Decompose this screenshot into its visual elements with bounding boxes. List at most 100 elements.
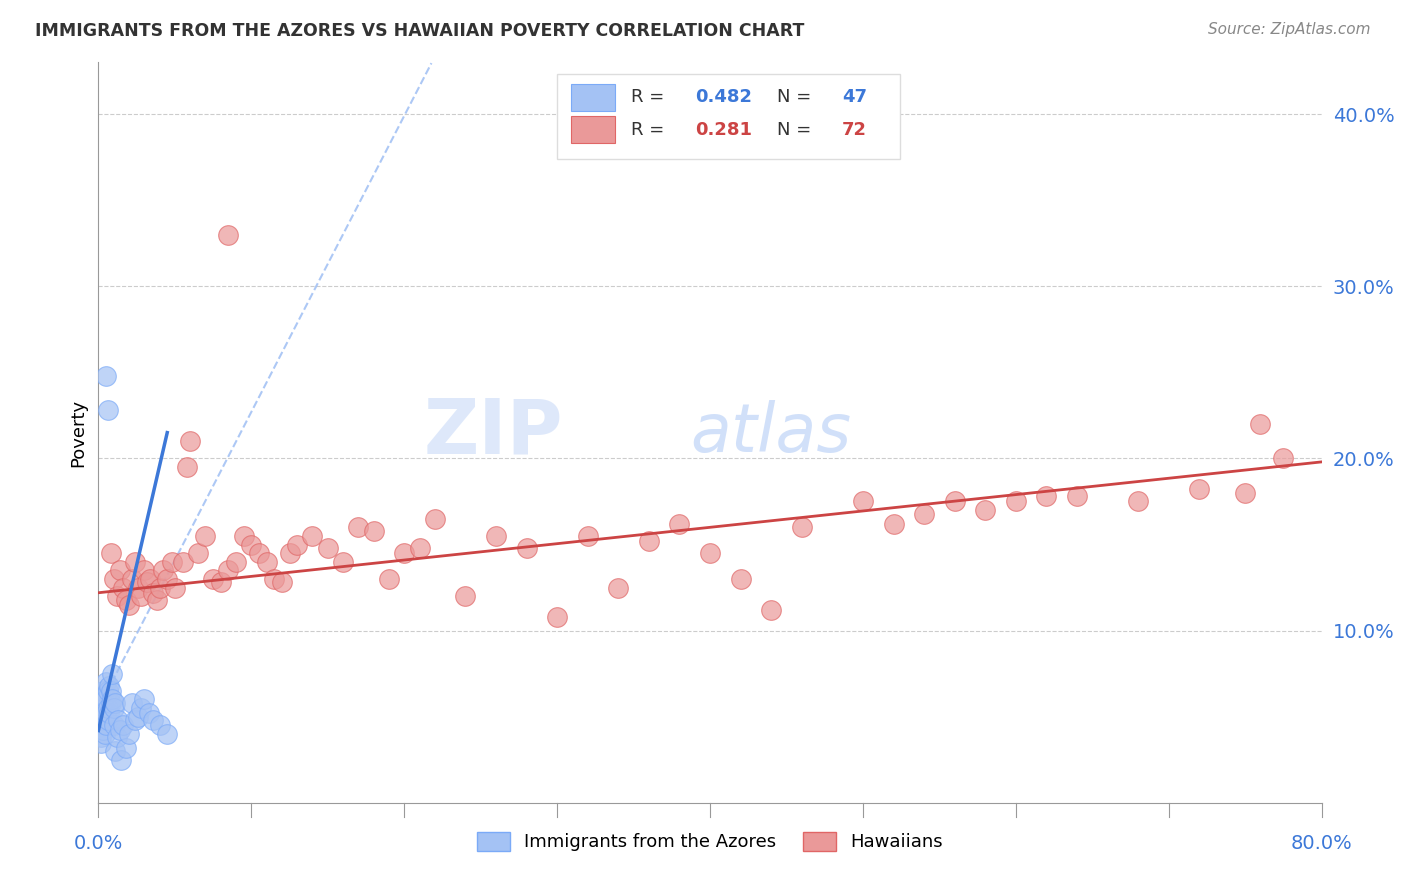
Legend: Immigrants from the Azores, Hawaiians: Immigrants from the Azores, Hawaiians bbox=[468, 823, 952, 861]
Point bbox=[93, 689, 115, 703]
Point bbox=[90, 731, 112, 745]
Text: R =: R = bbox=[630, 120, 669, 139]
Text: N =: N = bbox=[778, 88, 817, 106]
Point bbox=[943, 494, 966, 508]
Point bbox=[90, 701, 112, 715]
Point bbox=[127, 709, 149, 723]
Point bbox=[93, 713, 115, 727]
Point bbox=[363, 524, 385, 538]
Point bbox=[108, 563, 131, 577]
Point bbox=[142, 586, 165, 600]
Point bbox=[139, 572, 162, 586]
FancyBboxPatch shape bbox=[571, 84, 614, 111]
Point bbox=[97, 684, 120, 698]
Point bbox=[152, 563, 174, 577]
Point bbox=[111, 581, 134, 595]
Point bbox=[485, 529, 508, 543]
Point bbox=[103, 701, 125, 715]
Point bbox=[136, 575, 159, 590]
Point bbox=[134, 563, 156, 577]
Text: 0.0%: 0.0% bbox=[73, 834, 124, 853]
Point bbox=[172, 555, 194, 569]
Y-axis label: Poverty: Poverty bbox=[69, 399, 87, 467]
Point bbox=[347, 520, 370, 534]
Point bbox=[101, 692, 124, 706]
Point bbox=[912, 507, 935, 521]
FancyBboxPatch shape bbox=[557, 73, 900, 159]
Point bbox=[145, 592, 167, 607]
Point bbox=[129, 701, 152, 715]
Point bbox=[759, 603, 782, 617]
Text: Source: ZipAtlas.com: Source: ZipAtlas.com bbox=[1208, 22, 1371, 37]
Point bbox=[100, 684, 122, 698]
Point bbox=[179, 434, 201, 449]
Point bbox=[98, 706, 121, 721]
Point bbox=[256, 555, 278, 569]
Point bbox=[285, 537, 308, 551]
Point bbox=[270, 575, 292, 590]
Point bbox=[668, 516, 690, 531]
Point bbox=[105, 731, 128, 745]
Point bbox=[187, 546, 209, 560]
Text: ZIP: ZIP bbox=[423, 396, 564, 469]
Point bbox=[115, 740, 138, 755]
Point bbox=[1249, 417, 1271, 431]
Point bbox=[852, 494, 875, 508]
Point bbox=[1272, 451, 1295, 466]
Point bbox=[194, 529, 217, 543]
Point bbox=[392, 546, 416, 560]
Text: 0.482: 0.482 bbox=[696, 88, 752, 106]
FancyBboxPatch shape bbox=[571, 117, 614, 143]
Point bbox=[90, 735, 112, 749]
Point bbox=[91, 696, 114, 710]
Text: IMMIGRANTS FROM THE AZORES VS HAWAIIAN POVERTY CORRELATION CHART: IMMIGRANTS FROM THE AZORES VS HAWAIIAN P… bbox=[35, 22, 804, 40]
Point bbox=[301, 529, 323, 543]
Point bbox=[121, 572, 143, 586]
Point bbox=[149, 718, 172, 732]
Point bbox=[1234, 486, 1257, 500]
Point bbox=[124, 713, 146, 727]
Point bbox=[263, 572, 285, 586]
Point bbox=[637, 534, 661, 549]
Point bbox=[118, 727, 141, 741]
Point bbox=[607, 581, 630, 595]
Point bbox=[108, 723, 131, 738]
Point bbox=[730, 572, 752, 586]
Point bbox=[974, 503, 997, 517]
Point bbox=[546, 610, 568, 624]
Text: R =: R = bbox=[630, 88, 669, 106]
Point bbox=[332, 555, 354, 569]
Point bbox=[93, 727, 115, 741]
Point bbox=[423, 512, 446, 526]
Point bbox=[94, 692, 117, 706]
Point bbox=[156, 572, 179, 586]
Point bbox=[105, 589, 128, 603]
Text: 0.281: 0.281 bbox=[696, 120, 752, 139]
Point bbox=[1188, 483, 1211, 497]
Point bbox=[247, 546, 270, 560]
Point bbox=[1066, 489, 1088, 503]
Point bbox=[134, 692, 156, 706]
Point bbox=[89, 692, 111, 706]
Point bbox=[142, 713, 165, 727]
Point bbox=[118, 598, 141, 612]
Point bbox=[111, 718, 134, 732]
Point bbox=[94, 718, 117, 732]
Point bbox=[91, 709, 114, 723]
Point bbox=[91, 723, 114, 738]
Point bbox=[149, 581, 172, 595]
Point bbox=[103, 572, 125, 586]
Point bbox=[316, 541, 339, 555]
Point bbox=[217, 227, 239, 242]
Point bbox=[176, 460, 198, 475]
Point bbox=[93, 701, 115, 715]
Point bbox=[209, 575, 232, 590]
Text: N =: N = bbox=[778, 120, 817, 139]
Point bbox=[160, 555, 183, 569]
Point bbox=[1004, 494, 1026, 508]
Point bbox=[156, 727, 179, 741]
Point bbox=[516, 541, 538, 555]
Point bbox=[232, 529, 254, 543]
Point bbox=[98, 679, 121, 693]
Point bbox=[94, 706, 117, 721]
